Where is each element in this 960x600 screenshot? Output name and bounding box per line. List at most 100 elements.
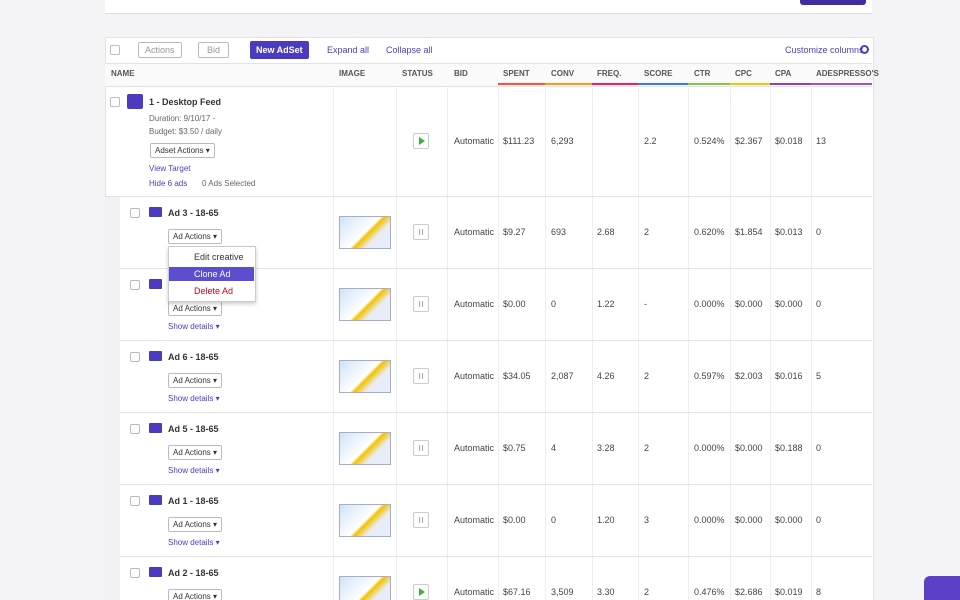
column-divider — [333, 85, 334, 600]
status-button[interactable] — [413, 133, 429, 149]
cell-value: $0.013 — [775, 227, 803, 237]
gear-icon[interactable] — [860, 45, 869, 54]
cell-value: 5 — [816, 371, 822, 381]
cell-value: 0 — [816, 515, 822, 525]
expand-all[interactable]: Expand all — [327, 45, 370, 55]
pause-icon — [419, 229, 423, 235]
menu-item[interactable]: Clone Ad — [194, 269, 231, 279]
chat-widget[interactable] — [924, 576, 960, 600]
status-button[interactable] — [413, 584, 429, 600]
column-header[interactable]: ADESPRESSO'S — [816, 69, 879, 78]
ad-actions[interactable]: Ad Actions ▾ — [168, 229, 223, 244]
column-header[interactable]: CONV — [551, 69, 575, 78]
cell-value: 0 — [551, 515, 557, 525]
column-header[interactable]: CPA — [775, 69, 792, 78]
row-checkbox[interactable] — [130, 352, 140, 362]
cell-value: 0 — [816, 443, 822, 453]
cell-value: 0.000% — [694, 299, 725, 309]
cell-value: 0.476% — [694, 587, 725, 597]
column-header[interactable]: BID — [454, 69, 468, 78]
status-button[interactable] — [413, 512, 429, 528]
cell-value: 0.524% — [694, 136, 725, 146]
cell-value: $0.00 — [503, 515, 526, 525]
ad-actions[interactable]: Ad Actions ▾ — [168, 517, 223, 532]
adset-actions[interactable]: Adset Actions ▾ — [150, 143, 215, 158]
select-all[interactable] — [110, 45, 120, 55]
status-button[interactable] — [413, 368, 429, 384]
column-header[interactable]: CTR — [694, 69, 711, 78]
status-button[interactable] — [413, 224, 429, 240]
cell-value: 8 — [816, 587, 822, 597]
column-accent — [811, 83, 872, 85]
cell-value: $0.000 — [775, 515, 803, 525]
row-checkbox[interactable] — [130, 208, 140, 218]
ad-icon — [149, 207, 162, 217]
column-header[interactable]: CPC — [735, 69, 752, 78]
cell-value: $0.000 — [775, 299, 803, 309]
cell-value: 2.2 — [644, 136, 657, 146]
ad-actions[interactable]: Ad Actions ▾ — [168, 301, 223, 316]
row-checkbox[interactable] — [130, 568, 140, 578]
row-checkbox[interactable] — [130, 496, 140, 506]
row-checkbox[interactable] — [130, 424, 140, 434]
cell-value: $0.00 — [503, 299, 526, 309]
cell-value: $34.05 — [503, 371, 531, 381]
menu-item[interactable]: Delete Ad — [194, 286, 234, 296]
column-accent — [770, 83, 811, 85]
status-button[interactable] — [413, 440, 429, 456]
column-header[interactable]: SCORE — [644, 69, 673, 78]
ads-selected: 0 Ads Selected — [202, 179, 256, 188]
show-details[interactable]: Show details ▾ — [168, 394, 220, 403]
collapse-all[interactable]: Collapse all — [386, 45, 433, 55]
cell-value: 693 — [551, 227, 567, 237]
top-button[interactable] — [800, 0, 866, 5]
ad-icon — [149, 495, 162, 505]
cell-value: $1.854 — [735, 227, 763, 237]
bid-button[interactable]: Bid — [198, 42, 230, 58]
view-target[interactable]: View Target — [149, 164, 191, 173]
cell-value: 3.28 — [597, 443, 615, 453]
row-checkbox[interactable] — [130, 280, 140, 290]
cell-value: Automatic — [454, 299, 495, 309]
show-details[interactable]: Show details ▾ — [168, 322, 220, 331]
show-details[interactable]: Show details ▾ — [168, 466, 220, 475]
column-header[interactable]: NAME — [111, 69, 135, 78]
cell-value: 0 — [551, 299, 557, 309]
column-header[interactable]: SPENT — [503, 69, 530, 78]
ad-thumbnail — [339, 504, 391, 537]
column-header[interactable]: FREQ. — [597, 69, 622, 78]
cell-value: $67.16 — [503, 587, 531, 597]
cell-value: 4.26 — [597, 371, 615, 381]
cell-value: $0.000 — [735, 443, 763, 453]
column-header[interactable]: STATUS — [402, 69, 433, 78]
show-details[interactable]: Show details ▾ — [168, 538, 220, 547]
ad-icon — [149, 567, 162, 577]
cell-value: 3,509 — [551, 587, 574, 597]
column-divider — [811, 85, 812, 600]
ad-actions[interactable]: Ad Actions ▾ — [168, 373, 223, 388]
cell-value: $2.003 — [735, 371, 763, 381]
column-divider — [770, 85, 771, 600]
ad-actions[interactable]: Ad Actions ▾ — [168, 445, 223, 460]
cell-value: 0.000% — [694, 515, 725, 525]
new-adset-button[interactable]: New AdSet — [250, 41, 309, 59]
actions-button[interactable]: Actions — [138, 42, 182, 58]
menu-item[interactable]: Edit creative — [194, 252, 244, 262]
row-divider — [120, 484, 872, 485]
ad-name: Ad 3 - 18-65 — [168, 208, 219, 218]
indent-strip — [105, 197, 120, 600]
ad-name: Ad 6 - 18-65 — [168, 352, 219, 362]
column-accent — [638, 83, 688, 85]
row-checkbox[interactable] — [110, 97, 120, 107]
cell-value: $0.019 — [775, 587, 803, 597]
hide-ads[interactable]: Hide 6 ads — [149, 179, 188, 188]
cell-value: 1.22 — [597, 299, 615, 309]
cell-value: 3.30 — [597, 587, 615, 597]
cell-value: $0.188 — [775, 443, 803, 453]
status-button[interactable] — [413, 296, 429, 312]
column-header[interactable]: IMAGE — [339, 69, 366, 78]
ad-actions[interactable]: Ad Actions ▾ — [168, 589, 223, 600]
cell-value: 0.000% — [694, 443, 725, 453]
customize-columns[interactable]: Customize columns — [785, 45, 864, 55]
cell-value: 2 — [644, 227, 650, 237]
